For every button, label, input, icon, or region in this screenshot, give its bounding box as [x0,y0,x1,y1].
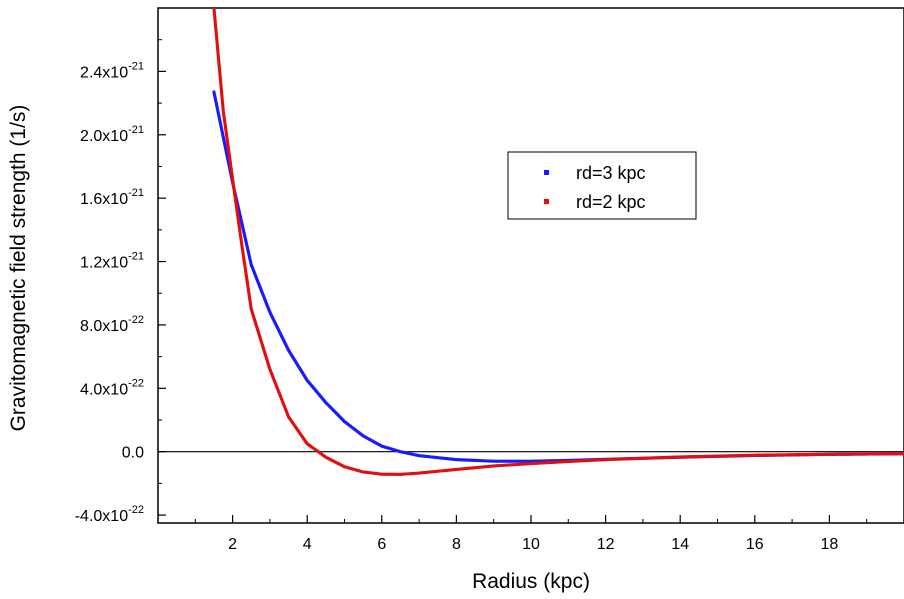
y-tick-label: 2.0x10-21 [80,124,144,145]
curve-dot [378,443,383,448]
curve-dot [249,261,253,265]
x-tick-label: 16 [746,536,764,553]
y-axis-ticks: -4.0x10-22 0.0 4.0x10-22 8.0x10-22 1.2x10-21… [75,39,166,525]
legend-label-rd3: rd=3 kpc [576,163,646,183]
curve-dot [453,467,457,472]
x-tick-label: 2 [228,536,237,553]
curve-dot [304,440,308,445]
x-axis-ticks: 2 4 6 8 10 12 14 16 18 [194,515,868,553]
x-tick-label: 8 [452,536,461,553]
curve-dot [360,469,364,474]
curve-dot [360,433,364,437]
legend-marker-rd2 [544,199,549,204]
curve-dot [565,460,569,464]
x-tick-label: 14 [671,536,689,553]
x-tick-label: 10 [522,536,540,553]
legend: rd=3 kpc rd=2 kpc [507,151,697,220]
curve-dot [415,453,420,457]
x-tick-label: 12 [597,536,615,553]
curve-dot [341,418,346,423]
curve-dot [267,366,272,370]
y-tick-label: 0.0 [122,445,144,462]
curve-dot [304,377,308,381]
curve-dot [490,464,494,468]
legend-label-rd2: rd=2 kpc [576,192,646,212]
curve-dot [527,459,532,463]
curve-dot [397,472,401,476]
curve-dot [230,175,234,180]
curve-dot [751,453,755,457]
curve-dot [453,457,457,462]
x-axis-title: Radius (kpc) [472,570,590,593]
legend-box [507,151,697,220]
curve-dot [602,458,606,462]
x-tick-label: 4 [303,536,312,553]
curve-dot [286,347,290,351]
curve-dot [240,242,244,246]
curve-dot [221,107,225,112]
series-layer [212,8,904,476]
x-tick-label: 18 [821,536,839,553]
x-tick-label: 6 [377,536,386,553]
curve-dot [826,452,830,456]
curve-dot [415,471,420,475]
y-tick-label: -4.0x10-22 [75,504,144,525]
legend-marker-rd3 [544,170,549,175]
curve-dot [286,413,290,417]
curve-dot [315,449,319,453]
curve-dot [900,452,904,456]
curve-dot [490,459,494,463]
curve-dot [397,449,401,453]
plot-frame [157,7,904,524]
curve-dot [677,455,681,459]
curve-dot [323,399,327,404]
curve-dot [527,462,532,466]
y-tick-label: 1.2x10-21 [80,251,144,272]
curve-dot [323,454,327,458]
y-tick-label: 8.0x10-22 [80,314,144,335]
y-tick-label: 1.6x10-21 [80,187,144,208]
curve-dot [341,464,345,468]
y-tick-label: 2.4x10-21 [80,60,144,81]
curve-dot [378,472,382,476]
curve-dot [249,305,253,310]
series-0 [212,90,904,463]
y-axis-title: Gravitomagnetic field strength (1/s) [7,105,30,432]
series-1 [212,8,904,476]
y-tick-label: 4.0x10-22 [80,377,144,398]
curve-dot [267,309,271,313]
